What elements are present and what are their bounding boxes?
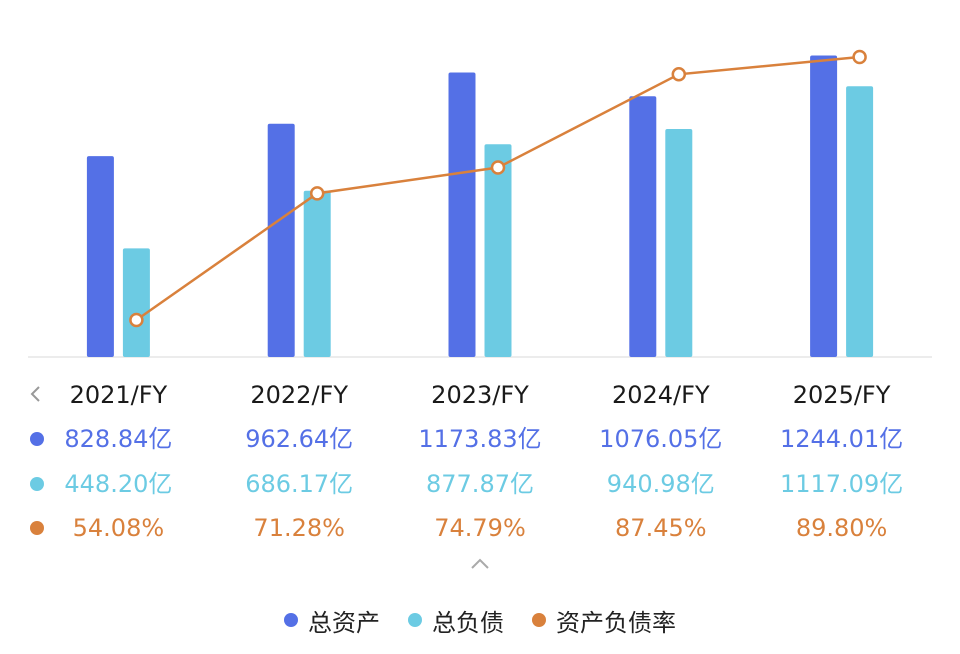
value-label-2-3: 87.45% [615,514,707,542]
legend-item-debt-ratio[interactable]: 资产负债率 [532,603,676,638]
collapse-button[interactable] [466,552,494,576]
value-label-1-3: 940.98亿 [606,470,715,498]
bar-total-liabilities-3[interactable] [665,128,693,357]
bar-total-liabilities-0[interactable] [122,248,150,357]
category-label-4[interactable]: 2025/FY [792,381,891,409]
value-label-0-3: 1076.05亿 [599,425,723,453]
debt-ratio-dot [30,521,44,535]
value-label-2-2: 74.79% [434,514,526,542]
total-assets-dot [30,432,44,446]
category-label-0[interactable]: 2021/FY [69,381,168,409]
ratio-point-2[interactable] [490,160,506,175]
value-label-0-0: 828.84亿 [64,425,173,453]
ratio-point-0[interactable] [129,312,144,328]
bar-total-assets-3[interactable] [629,96,657,358]
ratio-point-1[interactable] [309,186,325,201]
plot-area [28,49,932,358]
bar-total-liabilities-2[interactable] [484,144,512,357]
bar-total-assets-1[interactable] [267,123,295,357]
prev-period-button[interactable] [22,380,50,408]
total-liabilities-dot [30,477,44,491]
value-label-0-4: 1244.01亿 [779,425,904,453]
ratio-point-3[interactable] [671,67,687,82]
legend-item-total-liabilities[interactable]: 总负债 [408,603,504,638]
value-label-2-0: 54.08% [72,514,165,542]
value-label-2-1: 71.28% [253,514,345,542]
value-label-1-0: 448.20亿 [64,470,173,498]
category-label-3[interactable]: 2024/FY [611,381,710,409]
bars-layer [86,55,874,358]
chevron-up-icon [471,558,489,569]
value-label-0-1: 962.64亿 [245,425,354,453]
legend-dot-debt-ratio [532,613,546,627]
debt-ratio-row: 54.08% 71.28% 74.79% 87.45% 89.80% [0,508,960,548]
bar-total-assets-2[interactable] [448,72,476,357]
value-label-0-2: 1173.83亿 [418,425,542,453]
bar-total-assets-0[interactable] [86,156,114,357]
legend-label: 总负债 [432,608,504,637]
total-assets-row: 828.84亿 962.64亿 1173.83亿 1076.05亿 1244.01亿 [0,419,960,459]
legend-item-total-assets[interactable]: 总资产 [284,603,380,638]
category-label-2[interactable]: 2023/FY [431,381,529,409]
ratio-line-layer [129,49,867,328]
value-label-2-4: 89.80% [795,514,888,542]
bar-total-assets-4[interactable] [810,55,838,358]
legend-label: 总资产 [308,608,380,637]
value-label-1-4: 1117.09亿 [779,470,904,498]
legend-dot-total-assets [284,613,298,627]
value-label-1-2: 877.87亿 [426,470,534,498]
bar-total-liabilities-1[interactable] [303,190,331,357]
legend-label: 资产负债率 [556,608,676,637]
value-label-1-1: 686.17亿 [245,470,354,498]
bar-total-liabilities-4[interactable] [846,86,874,357]
total-liabilities-row: 448.20亿 686.17亿 877.87亿 940.98亿 1117.09亿 [0,464,960,504]
chevron-left-icon [30,386,40,402]
category-row: 2021/FY 2022/FY 2023/FY 2024/FY 2025/FY [0,375,960,415]
ratio-point-4[interactable] [852,49,867,65]
legend-dot-total-liabilities [408,613,422,627]
legend: 总资产 总负债 资产负债率 [0,600,960,640]
category-label-1[interactable]: 2022/FY [250,381,348,409]
